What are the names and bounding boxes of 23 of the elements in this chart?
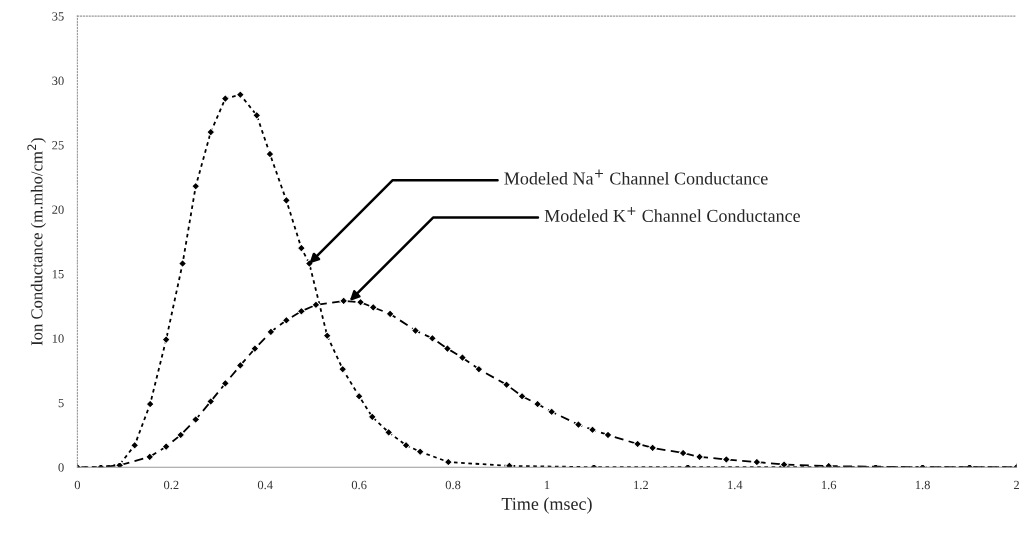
annotation: Modeled K$^{+}$ Channel Conductance [544,206,801,222]
x-tick-label: 0.8 [445,480,461,490]
x-axis-title: Time (msec) [501,497,592,514]
x-tick-label: 1 [544,480,550,490]
x-tick-label: 0.4 [257,480,273,490]
y-tick-label: 10 [52,334,64,343]
x-tick-label: 1.2 [634,480,648,490]
y-tick-label: 0 [58,463,64,472]
x-tick-label: 2 [1013,480,1019,490]
x-tick-label: 0.2 [163,480,179,490]
x-tick-label: 1.8 [915,480,930,490]
y-tick-label: 35 [52,12,64,21]
x-tick-label: 1.6 [821,480,837,490]
y-tick-label: 20 [52,205,64,214]
y-axis-title: Ion Conductance (m.mho/cm$^{2}$) [27,138,46,346]
y-tick-label: 25 [52,141,64,150]
annotation: Modeled Na$^{+}$ Channel Conductance [504,169,768,185]
y-tick-label: 30 [52,76,64,86]
x-tick-label: 0 [74,480,81,490]
y-tick-label: 15 [52,269,64,279]
x-tick-label: 1.4 [728,480,743,490]
x-tick-label: 0.6 [351,480,367,490]
y-tick-label: 5 [58,398,64,408]
